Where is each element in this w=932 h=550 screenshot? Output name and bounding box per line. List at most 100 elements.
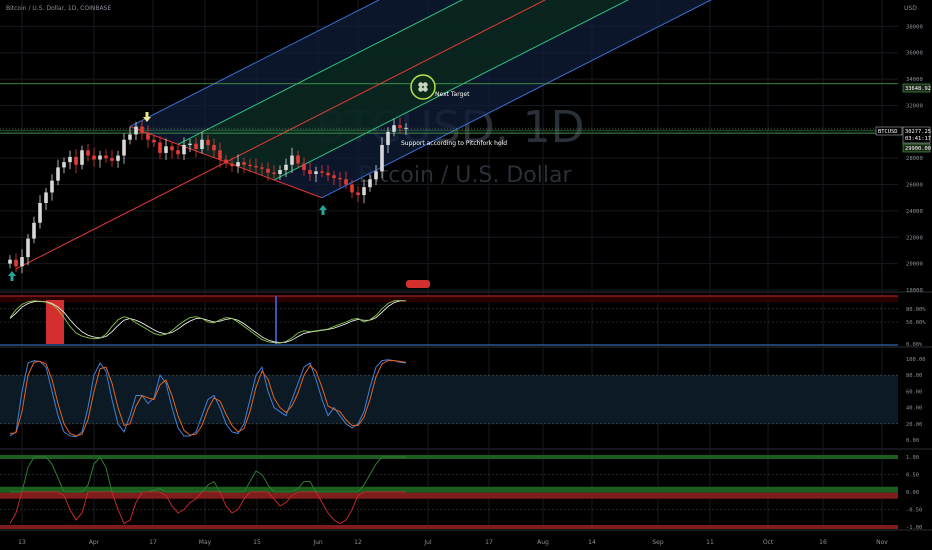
candle-body	[314, 171, 318, 174]
candle-body	[122, 139, 126, 156]
time-tick-label: 12	[354, 539, 362, 546]
candle-body	[50, 180, 54, 193]
support-level-tag-box	[902, 143, 931, 153]
candle-body	[134, 126, 138, 135]
chart-title: Bitcoin / U.S. Dollar, 1D, COINBASE	[6, 5, 111, 12]
price-tick-label: 28000	[906, 156, 923, 162]
osc2-positive-line	[10, 456, 406, 493]
candle-body	[110, 158, 114, 161]
candle-body	[98, 155, 102, 160]
candle-body	[296, 155, 300, 164]
osc2-mid-band-green	[0, 486, 898, 493]
osc2-tick-label: 0.50	[906, 473, 919, 479]
time-tick-label: 11	[706, 539, 714, 546]
candle-body	[194, 143, 198, 149]
candle-body	[308, 170, 312, 174]
time-tick-label: Apr	[89, 539, 100, 546]
time-tick-label: Nov	[876, 539, 888, 546]
time-tick-label: Jun	[312, 539, 323, 546]
clover-icon	[418, 82, 428, 92]
stoch-d-line	[9, 360, 407, 437]
symbol-tag-box	[875, 126, 903, 136]
price-tick-label: 38000	[906, 24, 923, 30]
time-tick-label: Oct	[763, 539, 774, 546]
candle-body	[206, 139, 210, 145]
osc2-negative-line	[9, 491, 406, 525]
support-level-tag: 29900.00	[905, 146, 931, 152]
price-tags: 33648.92 BTCUSD 30277.25 03:41:17 29900.…	[875, 83, 931, 153]
candle-body	[290, 155, 294, 165]
support-note[interactable]: Support according to Pitchfork hold	[401, 140, 507, 147]
time-axis: 13 Apr 17 May 15 Jun 12 Jul 17 Aug 14 Sep 11 Oct 16 Nov	[18, 539, 888, 546]
osc2-top-band	[0, 455, 898, 459]
pitchfork-median-line	[15, 0, 546, 270]
candle-body	[140, 126, 144, 134]
pivot-high-marker	[143, 112, 151, 122]
candle-body	[152, 139, 156, 143]
candle-body	[176, 150, 180, 155]
pitchfork-zone-inner	[178, 0, 628, 180]
osc1-tick-label: 0.00%	[906, 342, 923, 348]
time-tick-label: 14	[588, 539, 596, 546]
symbol-tag: BTCUSD	[878, 129, 897, 135]
target-circle	[410, 74, 436, 100]
candle-body	[356, 192, 360, 196]
osc1-main-line	[9, 299, 407, 344]
candle-body	[302, 163, 306, 171]
candle-body	[20, 257, 24, 267]
next-target-annotation[interactable]: Next Target	[410, 74, 470, 100]
candle-body	[254, 166, 258, 168]
osc1-signal-line	[9, 300, 406, 344]
osc1-overbought-band	[0, 296, 898, 302]
candlestick-series	[8, 117, 408, 274]
candle-body	[320, 171, 324, 173]
time-tick-label: May	[199, 539, 212, 546]
time-tick-label: 13	[18, 539, 26, 546]
osc2-bottom-band	[0, 525, 898, 529]
candle-body	[248, 164, 252, 167]
candle-body	[236, 162, 240, 167]
candle-body	[350, 184, 354, 193]
candle-body	[230, 163, 234, 167]
current-price-tag: 30277.25	[905, 129, 931, 135]
time-tick-label: 15	[253, 539, 261, 546]
target-level-tag-box	[902, 83, 931, 93]
candle-body	[332, 175, 336, 178]
candle-body	[260, 167, 264, 169]
candle-body	[368, 179, 372, 188]
candle-body	[62, 162, 66, 168]
time-tick-label: Aug	[537, 539, 549, 546]
candle-body	[74, 156, 78, 165]
target-level-tag: 33648.92	[905, 86, 931, 92]
osc2-tick-label: 1.00	[906, 455, 919, 461]
price-tick-label: 34000	[906, 77, 923, 83]
candle-body	[182, 145, 186, 155]
price-tick-label: 26000	[906, 183, 923, 189]
price-tick-label: 36000	[906, 51, 923, 57]
candle-body	[338, 177, 342, 180]
stoch-k-line	[9, 359, 407, 438]
pivot-low-marker	[8, 271, 16, 281]
pitchfork-upper-line	[129, 0, 380, 127]
candle-body	[188, 143, 192, 145]
pivot-low-marker	[319, 205, 327, 215]
candle-body	[386, 131, 390, 145]
candle-body	[392, 125, 396, 132]
price-tick-label: 32000	[906, 103, 923, 109]
candle-body	[242, 162, 246, 165]
candle-body	[200, 139, 204, 149]
markers	[8, 112, 327, 281]
arrow-up-icon	[8, 271, 16, 281]
stoch-tick-label: 100.00	[906, 357, 925, 363]
candle-body	[278, 170, 282, 174]
candle-body	[80, 150, 84, 165]
candle-body	[224, 159, 228, 164]
candle-body	[404, 127, 408, 129]
flag-badge[interactable]	[406, 280, 430, 288]
candle-body	[212, 145, 216, 151]
candle-body	[32, 222, 36, 239]
current-price-tag-box	[902, 126, 931, 144]
countdown-tag: 03:41:17	[905, 136, 931, 142]
pitchfork-inner-lower-line	[273, 0, 629, 181]
